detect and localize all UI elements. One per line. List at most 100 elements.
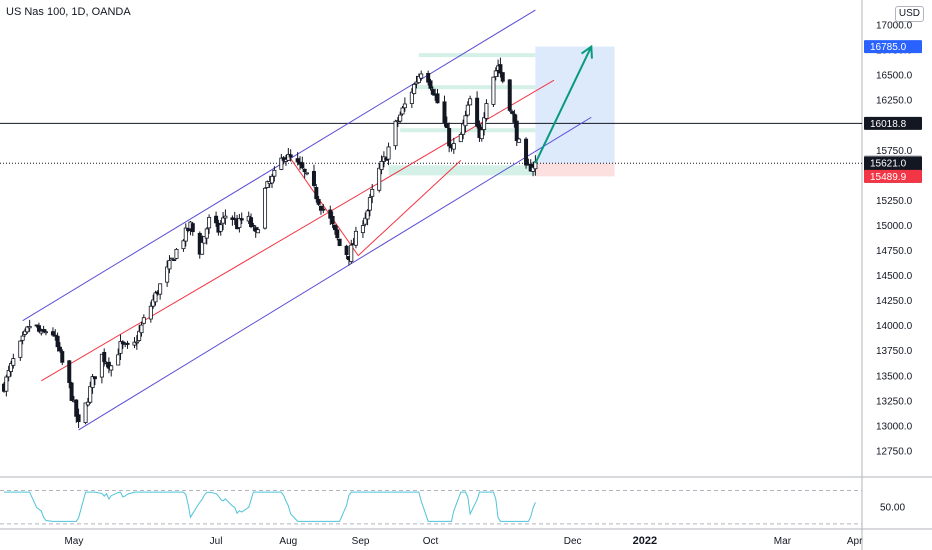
candle <box>249 217 254 228</box>
candle <box>349 244 354 262</box>
candle <box>409 91 414 104</box>
candle <box>200 241 205 255</box>
candle <box>265 181 270 188</box>
candle <box>498 64 503 74</box>
candle <box>27 326 32 329</box>
price-tick-label: 14750.0 <box>876 246 913 257</box>
target-zone <box>535 46 615 164</box>
candle <box>76 414 81 423</box>
candle <box>510 111 515 114</box>
candle <box>402 103 407 109</box>
support-zone-3 <box>418 53 536 58</box>
price-tick-label: 16250.0 <box>876 96 913 107</box>
candle <box>207 217 212 229</box>
candle <box>183 227 188 242</box>
zigzag-line[interactable] <box>287 155 462 257</box>
candle <box>181 240 186 250</box>
price-tick-label: 13500.0 <box>876 371 913 382</box>
candle <box>419 73 424 79</box>
candle <box>416 75 421 84</box>
channel-mid-line[interactable] <box>41 79 555 382</box>
candle <box>272 169 277 177</box>
candle <box>11 358 16 366</box>
candle <box>365 210 370 220</box>
target-arrow[interactable] <box>534 46 593 164</box>
candle <box>190 223 195 233</box>
candle <box>426 73 431 83</box>
price-tick-label: 15750.0 <box>876 146 913 157</box>
candle <box>120 341 125 345</box>
channel-lower-line[interactable] <box>78 116 592 431</box>
candle <box>165 266 170 283</box>
candle <box>239 218 244 221</box>
candle <box>507 79 512 111</box>
candle <box>512 113 517 123</box>
candle <box>90 376 95 388</box>
candle <box>337 238 342 246</box>
candle <box>493 70 498 78</box>
candle <box>386 146 391 160</box>
candle <box>55 335 60 348</box>
candle <box>444 123 449 129</box>
candle <box>125 342 130 345</box>
support-zone-2 <box>411 85 536 90</box>
candle <box>332 224 337 231</box>
stop-zone <box>535 163 615 177</box>
candle <box>74 399 79 417</box>
price-tick-label: 13000.0 <box>876 421 913 432</box>
candle <box>393 120 398 147</box>
price-tick-label: 17000.0 <box>876 21 913 32</box>
price-tick-label: 13750.0 <box>876 346 913 357</box>
price-tick-label: 16500.0 <box>876 71 913 82</box>
candle <box>279 157 284 170</box>
candle <box>202 236 207 244</box>
candle <box>204 228 209 239</box>
chart-title: US Nas 100, 1D, OANDA <box>6 6 131 18</box>
candle <box>461 123 466 135</box>
candle <box>400 107 405 115</box>
candle <box>141 317 146 324</box>
candle <box>367 197 372 211</box>
candle <box>214 215 219 224</box>
candle <box>116 354 121 366</box>
candle <box>379 160 384 170</box>
candle <box>465 104 470 116</box>
candle <box>270 175 275 184</box>
candle <box>158 283 163 295</box>
candle <box>41 329 46 332</box>
candle <box>328 209 333 219</box>
candle <box>67 360 72 383</box>
candle <box>335 229 340 239</box>
candle <box>25 326 30 333</box>
candle <box>428 80 433 89</box>
candle <box>363 217 368 225</box>
candle <box>223 215 228 219</box>
price-badge <box>864 116 922 130</box>
candle <box>318 205 323 211</box>
candle <box>458 133 463 143</box>
candle <box>99 353 104 378</box>
channel-upper-line[interactable] <box>22 9 536 322</box>
candle <box>36 325 41 332</box>
price-badge <box>864 169 922 183</box>
candle <box>398 114 403 122</box>
candle <box>167 260 172 270</box>
candle <box>451 143 456 150</box>
candle <box>20 335 25 341</box>
price-badge <box>864 40 922 54</box>
candle <box>468 98 473 106</box>
candle <box>137 330 142 341</box>
candle <box>475 97 480 127</box>
candle <box>237 217 242 228</box>
candle <box>360 225 365 234</box>
candle <box>6 370 11 378</box>
currency-button[interactable]: USD <box>894 6 924 22</box>
candle <box>174 248 179 259</box>
candle <box>412 83 417 94</box>
candle <box>232 218 237 220</box>
price-badge-label: 15489.9 <box>870 172 907 183</box>
candle <box>139 324 144 334</box>
candle <box>491 76 496 105</box>
candle <box>169 257 174 260</box>
